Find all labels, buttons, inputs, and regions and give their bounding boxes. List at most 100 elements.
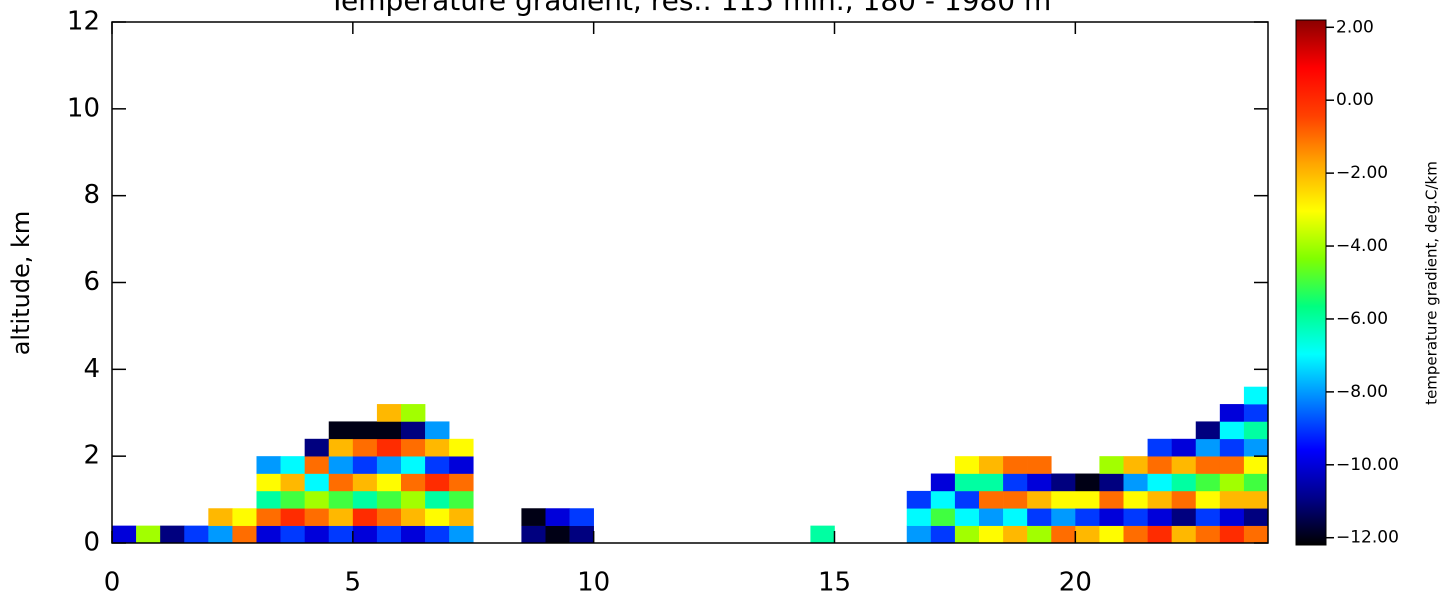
heatmap-cell <box>1219 473 1245 492</box>
heatmap-cell <box>1075 490 1100 509</box>
heatmap-cell <box>569 525 594 544</box>
heatmap-cell <box>930 525 956 544</box>
heatmap-cell <box>376 473 402 492</box>
heatmap-cell <box>449 456 474 474</box>
heatmap-cell <box>304 525 330 544</box>
heatmap-cell <box>1003 456 1028 474</box>
heatmap-cell <box>256 508 281 526</box>
heatmap-cell <box>376 490 402 509</box>
heatmap-cell <box>1075 473 1100 492</box>
colorbar-tick-label: −12.00 <box>1336 528 1399 548</box>
heatmap-cell <box>1003 525 1028 544</box>
heatmap-cell <box>1243 490 1269 509</box>
heatmap-cell <box>328 508 354 526</box>
heatmap-cell <box>1171 473 1197 492</box>
heatmap-cell <box>1171 525 1197 544</box>
heatmap-cell <box>1195 438 1221 457</box>
heatmap-cell <box>352 525 378 544</box>
heatmap-cell <box>1075 525 1100 544</box>
heatmap-cell <box>1243 421 1269 440</box>
heatmap-cell <box>280 508 305 526</box>
heatmap-cell <box>425 421 450 440</box>
heatmap-cell <box>401 421 426 440</box>
heatmap-cell <box>136 525 161 544</box>
heatmap-cell <box>401 456 426 474</box>
heatmap-cell <box>1051 525 1076 544</box>
heatmap-cell <box>401 438 426 457</box>
heatmap-cell <box>1003 473 1028 492</box>
y-tick-label: 4 <box>83 354 100 384</box>
heatmap-cell <box>401 525 426 544</box>
heatmap-cell <box>376 438 402 457</box>
y-tick-label: 0 <box>83 528 100 558</box>
heatmap-cell <box>280 473 305 492</box>
heatmap-cell <box>979 525 1004 544</box>
heatmap-cell <box>1243 508 1269 526</box>
heatmap-cell <box>1099 525 1124 544</box>
heatmap-cell <box>979 490 1004 509</box>
heatmap-cell <box>352 438 378 457</box>
colorbar-tick-label: −6.00 <box>1336 309 1388 329</box>
heatmap-cell <box>1123 473 1148 492</box>
heatmap-cell <box>256 456 281 474</box>
heatmap-cell <box>376 421 402 440</box>
heatmap-cell <box>1003 490 1028 509</box>
heatmap-cell <box>1195 456 1221 474</box>
heatmap-cell <box>1171 438 1197 457</box>
heatmap-cell <box>545 525 570 544</box>
heatmap-cell <box>376 404 402 422</box>
colorbar-tick-label: −8.00 <box>1336 382 1388 402</box>
heatmap-cell <box>112 525 137 544</box>
heatmap-cell <box>304 508 330 526</box>
heatmap-cell <box>304 473 330 492</box>
heatmap-cell <box>256 473 281 492</box>
heatmap-cell <box>304 456 330 474</box>
heatmap-cell <box>1171 508 1197 526</box>
heatmap-cell <box>449 473 474 492</box>
heatmap-cell <box>954 525 980 544</box>
heatmap-cell <box>1099 490 1124 509</box>
heatmap-cell <box>1219 421 1245 440</box>
heatmap-cell <box>1219 490 1245 509</box>
heatmap-cell <box>1147 473 1172 492</box>
heatmap-cell <box>328 490 354 509</box>
heatmap-cell <box>401 490 426 509</box>
heatmap-cell <box>930 473 956 492</box>
heatmap-cell <box>376 525 402 544</box>
heatmap-cell <box>930 508 956 526</box>
heatmap-cell <box>1003 508 1028 526</box>
heatmap-cell <box>208 508 233 526</box>
heatmap-cell <box>328 456 354 474</box>
heatmap-cell <box>280 490 305 509</box>
heatmap-cell <box>352 473 378 492</box>
heatmap-cell <box>1243 404 1269 422</box>
colorbar-tick-label: −10.00 <box>1336 455 1399 475</box>
heatmap-cell <box>232 525 257 544</box>
heatmap-cell <box>425 490 450 509</box>
chart-title: Temperature gradient, res.: 115 min., 18… <box>328 0 1052 17</box>
heatmap-cell <box>906 508 932 526</box>
heatmap-cell <box>1123 525 1148 544</box>
y-tick-label: 6 <box>83 267 100 297</box>
heatmap-cell <box>352 456 378 474</box>
heatmap-cell <box>1147 525 1172 544</box>
colorbar <box>1295 19 1327 546</box>
heatmap-cell <box>954 490 980 509</box>
x-tick-label: 0 <box>104 568 121 598</box>
heatmap-cell <box>328 438 354 457</box>
heatmap-cell <box>1219 404 1245 422</box>
heatmap-cell <box>425 438 450 457</box>
heatmap-cell <box>449 438 474 457</box>
heatmap-cell <box>1219 438 1245 457</box>
heatmap-cell <box>304 438 330 457</box>
heatmap-cell <box>1147 456 1172 474</box>
heatmap-cell <box>352 421 378 440</box>
heatmap-cell <box>1075 508 1100 526</box>
heatmap-cell <box>1123 490 1148 509</box>
heatmap-cell <box>1243 386 1269 405</box>
colorbar-tick-label: −4.00 <box>1336 236 1388 256</box>
heatmap-cell <box>906 525 932 544</box>
heatmap-cell <box>328 473 354 492</box>
heatmap-cell <box>352 508 378 526</box>
